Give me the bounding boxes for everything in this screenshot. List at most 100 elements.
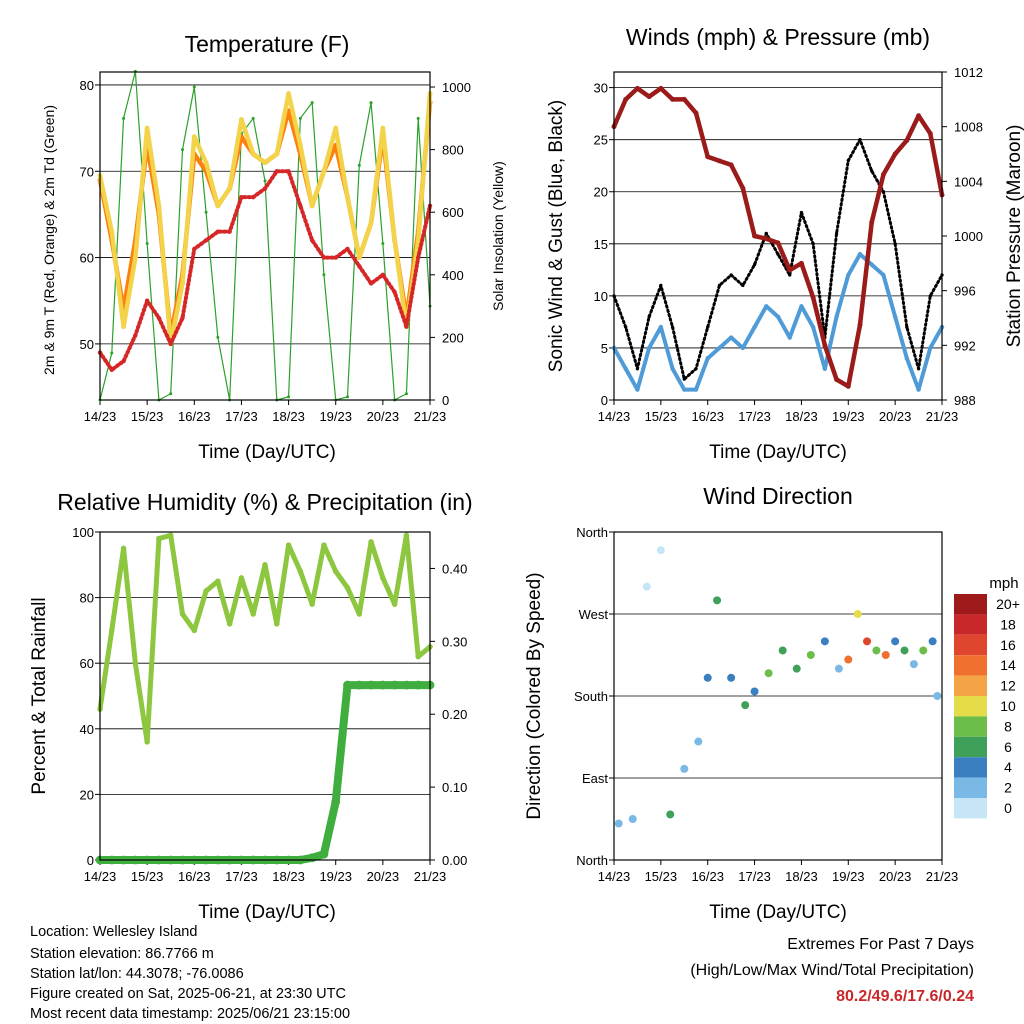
x-tick-label: 19/23 — [319, 869, 352, 884]
x-tick-label: 20/23 — [879, 409, 912, 424]
x-tick-label: 18/23 — [785, 869, 818, 884]
colorbar-swatch — [954, 675, 987, 696]
direction-point — [933, 692, 942, 700]
winds-ylabel: Sonic Wind & Gust (Blue, Black) — [546, 100, 567, 372]
x-tick-label: 21/23 — [926, 869, 959, 884]
series-point-1 — [390, 680, 400, 690]
series-point-0 — [646, 345, 652, 351]
series-point-0 — [822, 366, 828, 371]
temperature-title: Temperature (F) — [185, 31, 350, 57]
y-tick-label: East — [582, 771, 608, 786]
x-tick-label: 14/23 — [84, 409, 117, 424]
y-tick-label: South — [574, 689, 608, 704]
colorbar-label: 12 — [1000, 678, 1016, 694]
series-point-0 — [156, 203, 162, 209]
y2-tick-label: 996 — [954, 284, 976, 299]
series-point-1 — [670, 325, 675, 329]
y2-tick-label: 0.40 — [442, 561, 467, 576]
winds-xlabel: Time (Day/UTC) — [709, 442, 847, 463]
y2-tick-label: 988 — [954, 393, 976, 408]
series-point-2 — [892, 151, 898, 157]
series-point-0 — [309, 601, 315, 607]
direction-point — [750, 687, 759, 696]
series-point-2 — [834, 377, 840, 382]
extremes-values: 80.2/49.6/17.6/0.24 — [836, 988, 974, 1005]
series-point-2 — [286, 169, 291, 174]
series-point-0 — [297, 142, 303, 148]
direction-point — [806, 651, 815, 659]
x-tick-label: 19/23 — [832, 869, 865, 884]
series-point-1 — [905, 325, 909, 329]
series-point-1 — [682, 377, 686, 381]
y2-tick-label: 992 — [954, 338, 976, 353]
series-point-1 — [378, 680, 388, 690]
series-point-0 — [635, 387, 640, 392]
x-tick-label: 17/23 — [225, 869, 258, 884]
series-point-2 — [693, 110, 699, 116]
series-point-1 — [659, 283, 663, 288]
series-point-3 — [110, 351, 114, 355]
series-point-2 — [144, 298, 150, 303]
series-point-3 — [204, 210, 208, 214]
series-point-2 — [227, 229, 232, 234]
direction-point — [834, 664, 843, 673]
x-tick-label: 17/23 — [738, 409, 771, 424]
direction-point — [872, 646, 881, 655]
y-tick-label: 0 — [601, 393, 608, 408]
colorbar-label: 18 — [1000, 616, 1016, 632]
series-point-2 — [904, 137, 910, 143]
direction-xlabel: Time (Day/UTC) — [709, 902, 847, 923]
direction-point — [844, 655, 853, 664]
series-line-3 — [99, 70, 431, 401]
colorbar-swatch — [954, 594, 987, 615]
solar-ylabel: Solar Insolation (Yellow) — [490, 161, 506, 311]
series-point-3 — [145, 242, 149, 246]
series-point-2 — [763, 236, 769, 242]
colorbar-label: 8 — [1004, 718, 1012, 734]
y-tick-label: 20 — [80, 787, 94, 802]
y2-tick-label: 1012 — [954, 65, 983, 80]
extremes-heading: Extremes For Past 7 Days — [787, 936, 974, 953]
y2-tick-label: 800 — [442, 143, 464, 158]
winds-pressure-chart: Winds (mph) & Pressure (mb) 0 5 10 15 20 25 30… — [546, 24, 1024, 463]
series-point-0 — [109, 229, 115, 235]
humidity-ylabel: Percent & Total Rainfall — [29, 597, 50, 794]
series-point-0 — [227, 186, 233, 192]
series-point-1 — [881, 190, 886, 194]
colorbar-swatch — [954, 655, 987, 676]
series-point-0 — [321, 542, 327, 548]
y-tick-label: 60 — [80, 251, 94, 266]
direction-point — [900, 646, 909, 655]
y2-tick-label: 600 — [442, 205, 464, 220]
series-point-0 — [368, 539, 374, 545]
x-tick-label: 20/23 — [879, 869, 912, 884]
series-point-0 — [658, 324, 664, 330]
series-point-0 — [250, 151, 256, 157]
direction-point — [703, 673, 712, 682]
series-point-0 — [415, 237, 421, 243]
x-tick-label: 16/23 — [178, 869, 211, 884]
series-point-2 — [646, 94, 652, 100]
direction-point — [656, 546, 665, 555]
direction-point — [628, 815, 637, 823]
x-tick-label: 14/23 — [84, 869, 117, 884]
series-point-2 — [109, 367, 114, 372]
series-point-2 — [203, 238, 209, 243]
y-tick-label: 20 — [594, 185, 608, 200]
series-point-2 — [180, 315, 185, 321]
y-tick-label: 40 — [80, 722, 94, 737]
series-point-2 — [380, 272, 386, 278]
series-point-1 — [764, 231, 768, 236]
colorbar-label: 16 — [1000, 637, 1016, 653]
y-tick-label: 25 — [594, 133, 608, 148]
series-point-0 — [846, 272, 851, 278]
plot-frame — [99, 71, 431, 401]
series-point-2 — [670, 96, 676, 102]
series-point-0 — [764, 304, 769, 309]
series-point-1 — [916, 367, 921, 371]
colorbar-swatch — [954, 736, 987, 758]
series-point-0 — [191, 134, 197, 140]
x-tick-label: 19/23 — [832, 409, 865, 424]
series-point-0 — [215, 578, 221, 584]
series-point-3 — [381, 242, 385, 246]
